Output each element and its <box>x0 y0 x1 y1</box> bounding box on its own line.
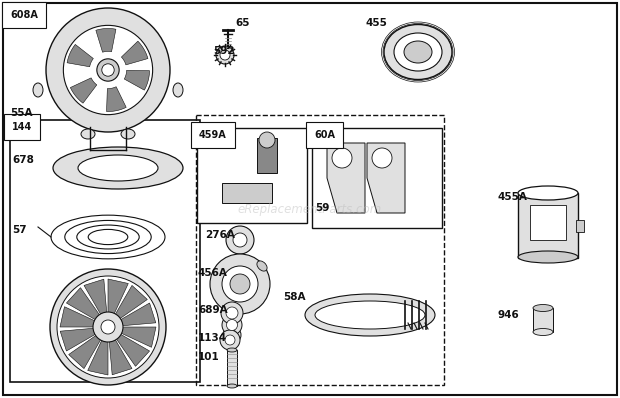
Text: 55A: 55A <box>10 108 32 118</box>
Bar <box>533 308 553 332</box>
Circle shape <box>222 315 242 335</box>
Ellipse shape <box>394 33 442 71</box>
Ellipse shape <box>81 129 95 139</box>
Text: 608A: 608A <box>10 10 38 20</box>
Ellipse shape <box>533 328 553 336</box>
Text: 592: 592 <box>213 46 234 56</box>
Circle shape <box>226 307 238 319</box>
Circle shape <box>220 50 230 60</box>
Bar <box>257 138 277 173</box>
Polygon shape <box>367 143 405 213</box>
Ellipse shape <box>518 186 578 200</box>
Polygon shape <box>108 279 128 314</box>
Circle shape <box>63 25 153 115</box>
Polygon shape <box>120 303 156 326</box>
Polygon shape <box>96 29 116 52</box>
Text: 455A: 455A <box>497 192 527 202</box>
Circle shape <box>222 266 258 302</box>
Bar <box>197 128 307 223</box>
Circle shape <box>101 320 115 334</box>
Circle shape <box>226 226 254 254</box>
Circle shape <box>220 330 240 350</box>
Ellipse shape <box>227 384 237 388</box>
Bar <box>312 128 442 228</box>
Polygon shape <box>115 285 148 319</box>
Ellipse shape <box>121 129 135 139</box>
Circle shape <box>233 233 247 247</box>
Circle shape <box>46 8 170 132</box>
Text: 60A: 60A <box>314 130 335 140</box>
Text: 456A: 456A <box>198 268 228 278</box>
Polygon shape <box>84 279 107 315</box>
Polygon shape <box>116 334 149 366</box>
Text: 101: 101 <box>198 352 219 362</box>
Text: 65: 65 <box>235 18 249 28</box>
Ellipse shape <box>404 41 432 63</box>
Circle shape <box>102 64 114 76</box>
Ellipse shape <box>384 25 452 80</box>
Polygon shape <box>70 78 97 103</box>
Ellipse shape <box>315 301 425 329</box>
Circle shape <box>210 254 270 314</box>
Bar <box>518 193 578 258</box>
Polygon shape <box>109 339 132 375</box>
Text: 946: 946 <box>497 310 519 320</box>
Polygon shape <box>107 87 126 111</box>
Bar <box>576 220 584 232</box>
Polygon shape <box>69 335 101 369</box>
Text: 276A: 276A <box>205 230 235 240</box>
Ellipse shape <box>305 294 435 336</box>
Circle shape <box>259 132 275 148</box>
Polygon shape <box>67 45 94 67</box>
Polygon shape <box>124 70 149 90</box>
Ellipse shape <box>173 83 183 97</box>
Polygon shape <box>122 41 148 65</box>
Circle shape <box>93 312 123 342</box>
Ellipse shape <box>33 83 43 97</box>
Text: 1134: 1134 <box>198 333 227 343</box>
Bar <box>530 205 566 240</box>
Polygon shape <box>60 307 95 327</box>
Bar <box>227 350 237 386</box>
Circle shape <box>97 59 119 81</box>
Text: 678: 678 <box>12 155 34 165</box>
Text: 459A: 459A <box>199 130 227 140</box>
Text: 58A: 58A <box>283 292 306 302</box>
Ellipse shape <box>533 304 553 312</box>
Text: 455: 455 <box>365 18 387 28</box>
Circle shape <box>227 330 237 340</box>
Polygon shape <box>121 327 156 347</box>
Polygon shape <box>60 328 96 351</box>
Ellipse shape <box>257 261 267 271</box>
Ellipse shape <box>227 348 237 352</box>
Bar <box>222 183 272 203</box>
Circle shape <box>372 148 392 168</box>
Polygon shape <box>327 143 365 213</box>
Text: 689A: 689A <box>198 305 228 315</box>
Circle shape <box>223 326 241 344</box>
Circle shape <box>226 320 237 330</box>
Polygon shape <box>87 339 108 375</box>
Polygon shape <box>66 288 100 320</box>
Circle shape <box>216 46 234 64</box>
Circle shape <box>332 148 352 168</box>
Circle shape <box>221 302 243 324</box>
Ellipse shape <box>53 147 183 189</box>
Text: 59: 59 <box>315 203 329 213</box>
Ellipse shape <box>518 251 578 263</box>
Bar <box>10 120 200 382</box>
Circle shape <box>50 269 166 385</box>
Bar <box>196 115 444 385</box>
Circle shape <box>225 335 235 345</box>
Ellipse shape <box>78 155 158 181</box>
Text: eReplacementParts.com: eReplacementParts.com <box>238 203 382 217</box>
Circle shape <box>57 276 159 378</box>
Text: 144: 144 <box>12 122 32 132</box>
Text: 57: 57 <box>12 225 27 235</box>
Circle shape <box>230 274 250 294</box>
